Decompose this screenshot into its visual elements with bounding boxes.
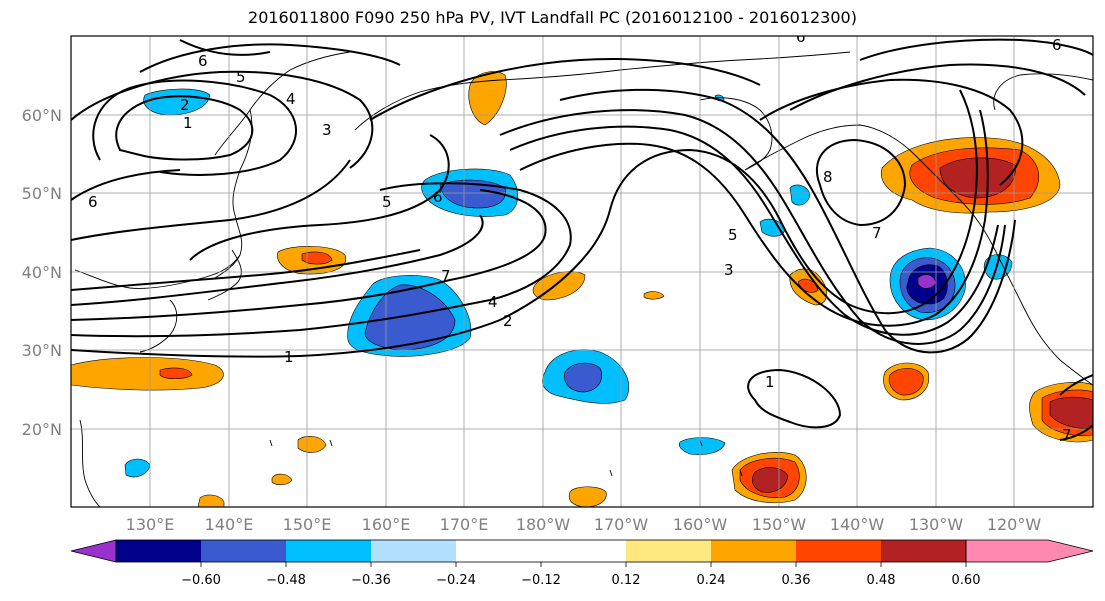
- shade-positive: [643, 291, 665, 300]
- contour-label: 6: [88, 193, 98, 211]
- colorbar-segment: [541, 540, 626, 562]
- contour-label: 6: [433, 188, 443, 206]
- shade-positive: [159, 367, 193, 380]
- colorbar-segment: [881, 540, 966, 562]
- lon-label: 170°W: [594, 515, 649, 534]
- colorbar-tick-label: 0.36: [782, 573, 811, 588]
- shade-positive: [468, 71, 507, 126]
- contour-labels: 6 5 4 3 2 1 6 5 7 4 2 1 6 5 3 8 7 1 7 6 …: [88, 28, 1072, 444]
- contour-label: 4: [286, 90, 296, 108]
- shade-positive: [568, 486, 607, 507]
- contour-label: 4: [488, 293, 498, 311]
- colorbar-segment: [626, 540, 711, 562]
- colorbar: −0.60 −0.48 −0.36 −0.24 −0.12 0.12 0.24 …: [70, 539, 1094, 588]
- lon-label: 130°W: [909, 515, 964, 534]
- colorbar-tick-label: 0.24: [697, 573, 726, 588]
- lat-label: 30°N: [22, 341, 62, 360]
- colorbar-tick-label: −0.24: [436, 573, 476, 588]
- shade-positive: [271, 473, 293, 486]
- contour-label: 5: [236, 68, 246, 86]
- lon-label: 160°W: [673, 515, 728, 534]
- colorbar-segment: [796, 540, 881, 562]
- map-frame: [70, 35, 1094, 508]
- colorbar-tick-label: −0.60: [181, 573, 221, 588]
- coastlines: [74, 51, 1093, 507]
- colorbar-segment: [456, 540, 541, 562]
- lon-label: 120°W: [987, 515, 1042, 534]
- contour-label: 5: [728, 226, 738, 244]
- lon-label: 180°W: [516, 515, 571, 534]
- contour-label: 6: [796, 28, 806, 46]
- contour-label: 1: [183, 114, 193, 132]
- contour-label: 7: [872, 224, 882, 242]
- shade-positive: [71, 357, 224, 391]
- shade-negative: [143, 88, 211, 116]
- lon-label: 150°E: [283, 515, 332, 534]
- lat-label: 50°N: [22, 184, 62, 203]
- shade-negative: [439, 179, 506, 209]
- contour-label: 8: [823, 168, 833, 186]
- shade-negative: [789, 184, 811, 206]
- lon-label: 160°E: [362, 515, 411, 534]
- longitude-labels: 130°E 140°E 150°E 160°E 170°E 180°W 170°…: [126, 515, 1042, 534]
- contour-label: 2: [503, 312, 513, 330]
- colorbar-segment: [201, 540, 286, 562]
- contour-label: 1: [765, 373, 775, 391]
- colorbar-segment: [371, 540, 456, 562]
- lat-label: 40°N: [22, 263, 62, 282]
- colorbar-tick-label: 0.48: [867, 573, 896, 588]
- colorbar-tick-label: 0.60: [952, 573, 981, 588]
- lon-label: 130°E: [126, 515, 175, 534]
- contour-label: 5: [382, 193, 392, 211]
- graticule: [71, 36, 1093, 507]
- colorbar-segment: [711, 540, 796, 562]
- colorbar-tick-label: −0.12: [521, 573, 561, 588]
- shade-positive: [1049, 396, 1093, 429]
- contour-label: 7: [1062, 426, 1072, 444]
- contour-label: 6: [198, 52, 208, 70]
- contour-label: 7: [441, 267, 451, 285]
- lon-label: 170°E: [440, 515, 489, 534]
- colorbar-tick-label: 0.12: [612, 573, 641, 588]
- colorbar-segment: [286, 540, 371, 562]
- lon-label: 150°W: [752, 515, 807, 534]
- pv-contours: [71, 38, 1093, 441]
- lon-label: 140°E: [205, 515, 254, 534]
- lon-label: 140°W: [830, 515, 885, 534]
- contour-label: 6: [1052, 36, 1062, 54]
- lat-label: 20°N: [22, 420, 62, 439]
- shade-positive: [301, 251, 333, 265]
- shade-positive: [888, 368, 924, 396]
- colorbar-tick-label: −0.36: [351, 573, 391, 588]
- colorbar-min-extend: [70, 539, 117, 563]
- shade-positive: [197, 494, 225, 507]
- contour-label: 2: [180, 96, 190, 114]
- contour-label: 3: [322, 121, 332, 139]
- colorbar-segment: [116, 540, 201, 562]
- colorbar-tick-label: −0.48: [266, 573, 306, 588]
- contour-label: 1: [284, 348, 294, 366]
- shade-negative: [564, 362, 602, 393]
- latitude-labels: 60°N 50°N 40°N 30°N 20°N: [22, 106, 62, 439]
- colorbar-ticks: [200, 562, 967, 567]
- shade-negative: [679, 437, 726, 455]
- map-title: 2016011800 F090 250 hPa PV, IVT Landfall…: [248, 8, 857, 27]
- contour-label: 3: [724, 261, 734, 279]
- lat-label: 60°N: [22, 106, 62, 125]
